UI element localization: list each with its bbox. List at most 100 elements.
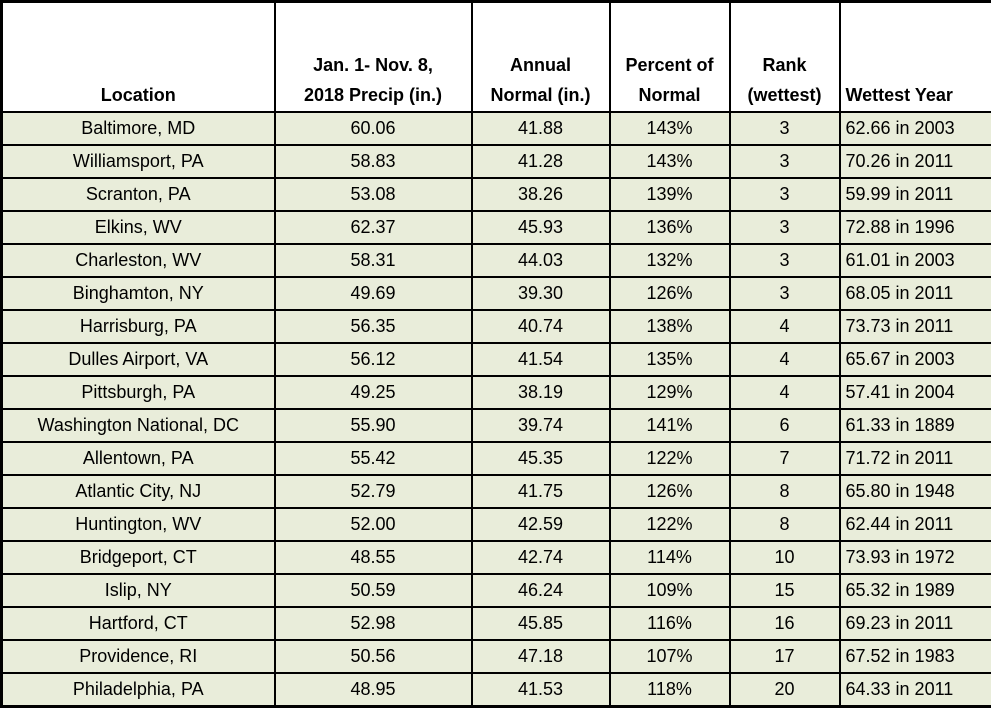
cell-wettest-year: 62.44 in 2011 (838, 507, 991, 543)
cell-location: Washington National, DC (0, 407, 276, 443)
cell-rank: 4 (728, 308, 841, 344)
cell-annual-normal: 39.74 (470, 407, 611, 443)
cell-rank: 8 (728, 507, 841, 543)
cell-percent-of-normal: 126% (608, 474, 731, 510)
cell-annual-normal: 38.26 (470, 176, 611, 212)
cell-location: Dulles Airport, VA (0, 341, 276, 377)
cell-rank: 4 (728, 374, 841, 410)
cell-rank: 3 (728, 143, 841, 179)
cell-location: Baltimore, MD (0, 110, 276, 146)
table-row: Philadelphia, PA 48.95 41.53 118% 20 64.… (0, 672, 991, 708)
cell-precip: 55.90 (273, 407, 473, 443)
cell-location: Allentown, PA (0, 440, 276, 477)
cell-annual-normal: 39.30 (470, 275, 611, 311)
cell-percent-of-normal: 136% (608, 209, 731, 245)
cell-rank: 8 (728, 474, 841, 510)
cell-location: Atlantic City, NJ (0, 474, 276, 510)
header-cell-rank: Rank (wettest) (728, 0, 841, 113)
cell-wettest-year: 64.33 in 2011 (838, 672, 991, 708)
cell-annual-normal: 47.18 (470, 639, 611, 675)
cell-percent-of-normal: 135% (608, 341, 731, 377)
table-row: Providence, RI 50.56 47.18 107% 17 67.52… (0, 639, 991, 675)
cell-rank: 16 (728, 606, 841, 642)
cell-wettest-year: 71.72 in 2011 (838, 440, 991, 477)
cell-wettest-year: 65.32 in 1989 (838, 573, 991, 609)
cell-rank: 3 (728, 110, 841, 146)
cell-wettest-year: 67.52 in 1983 (838, 639, 991, 675)
cell-rank: 3 (728, 209, 841, 245)
header-cell-wettest-year: Wettest Year (838, 0, 991, 113)
table-row: Washington National, DC 55.90 39.74 141%… (0, 407, 991, 443)
cell-annual-normal: 42.59 (470, 507, 611, 543)
table-row: Elkins, WV 62.37 45.93 136% 3 72.88 in 1… (0, 209, 991, 245)
table-row: Bridgeport, CT 48.55 42.74 114% 10 73.93… (0, 540, 991, 576)
cell-precip: 50.56 (273, 639, 473, 675)
cell-rank: 6 (728, 407, 841, 443)
cell-percent-of-normal: 143% (608, 143, 731, 179)
cell-annual-normal: 41.28 (470, 143, 611, 179)
cell-annual-normal: 41.54 (470, 341, 611, 377)
table-row: Allentown, PA 55.42 45.35 122% 7 71.72 i… (0, 440, 991, 477)
cell-location: Scranton, PA (0, 176, 276, 212)
cell-percent-of-normal: 126% (608, 275, 731, 311)
cell-wettest-year: 61.01 in 2003 (838, 242, 991, 278)
table-row: Scranton, PA 53.08 38.26 139% 3 59.99 in… (0, 176, 991, 212)
cell-wettest-year: 73.93 in 1972 (838, 540, 991, 576)
cell-location: Bridgeport, CT (0, 540, 276, 576)
cell-percent-of-normal: 143% (608, 110, 731, 146)
cell-location: Charleston, WV (0, 242, 276, 278)
header-cell-percent-of-normal: Percent of Normal (608, 0, 731, 113)
cell-location: Huntington, WV (0, 507, 276, 543)
cell-rank: 7 (728, 440, 841, 477)
cell-wettest-year: 62.66 in 2003 (838, 110, 991, 146)
cell-location: Williamsport, PA (0, 143, 276, 179)
cell-annual-normal: 41.88 (470, 110, 611, 146)
cell-location: Elkins, WV (0, 209, 276, 245)
header-row: Location Jan. 1- Nov. 8, 2018 Precip (in… (0, 0, 991, 113)
cell-annual-normal: 40.74 (470, 308, 611, 344)
cell-precip: 56.12 (273, 341, 473, 377)
cell-location: Philadelphia, PA (0, 672, 276, 708)
cell-precip: 53.08 (273, 176, 473, 212)
cell-percent-of-normal: 132% (608, 242, 731, 278)
cell-percent-of-normal: 122% (608, 507, 731, 543)
cell-precip: 62.37 (273, 209, 473, 245)
cell-rank: 17 (728, 639, 841, 675)
cell-annual-normal: 45.93 (470, 209, 611, 245)
cell-annual-normal: 42.74 (470, 540, 611, 576)
cell-rank: 10 (728, 540, 841, 576)
cell-wettest-year: 57.41 in 2004 (838, 374, 991, 410)
cell-location: Binghamton, NY (0, 275, 276, 311)
cell-location: Pittsburgh, PA (0, 374, 276, 410)
cell-location: Providence, RI (0, 639, 276, 675)
cell-rank: 20 (728, 672, 841, 708)
cell-location: Hartford, CT (0, 606, 276, 642)
cell-percent-of-normal: 122% (608, 440, 731, 477)
cell-annual-normal: 44.03 (470, 242, 611, 278)
table-row: Hartford, CT 52.98 45.85 116% 16 69.23 i… (0, 606, 991, 642)
cell-annual-normal: 45.35 (470, 440, 611, 477)
cell-percent-of-normal: 107% (608, 639, 731, 675)
cell-rank: 3 (728, 275, 841, 311)
cell-precip: 56.35 (273, 308, 473, 344)
cell-precip: 49.69 (273, 275, 473, 311)
table-row: Harrisburg, PA 56.35 40.74 138% 4 73.73 … (0, 308, 991, 344)
cell-annual-normal: 38.19 (470, 374, 611, 410)
cell-annual-normal: 41.53 (470, 672, 611, 708)
table-row: Charleston, WV 58.31 44.03 132% 3 61.01 … (0, 242, 991, 278)
cell-wettest-year: 72.88 in 1996 (838, 209, 991, 245)
cell-precip: 58.31 (273, 242, 473, 278)
cell-wettest-year: 59.99 in 2011 (838, 176, 991, 212)
cell-annual-normal: 46.24 (470, 573, 611, 609)
cell-percent-of-normal: 141% (608, 407, 731, 443)
cell-percent-of-normal: 138% (608, 308, 731, 344)
table-row: Dulles Airport, VA 56.12 41.54 135% 4 65… (0, 341, 991, 377)
cell-annual-normal: 41.75 (470, 474, 611, 510)
cell-rank: 15 (728, 573, 841, 609)
cell-precip: 48.95 (273, 672, 473, 708)
cell-precip: 52.79 (273, 474, 473, 510)
cell-precip: 52.00 (273, 507, 473, 543)
cell-precip: 49.25 (273, 374, 473, 410)
